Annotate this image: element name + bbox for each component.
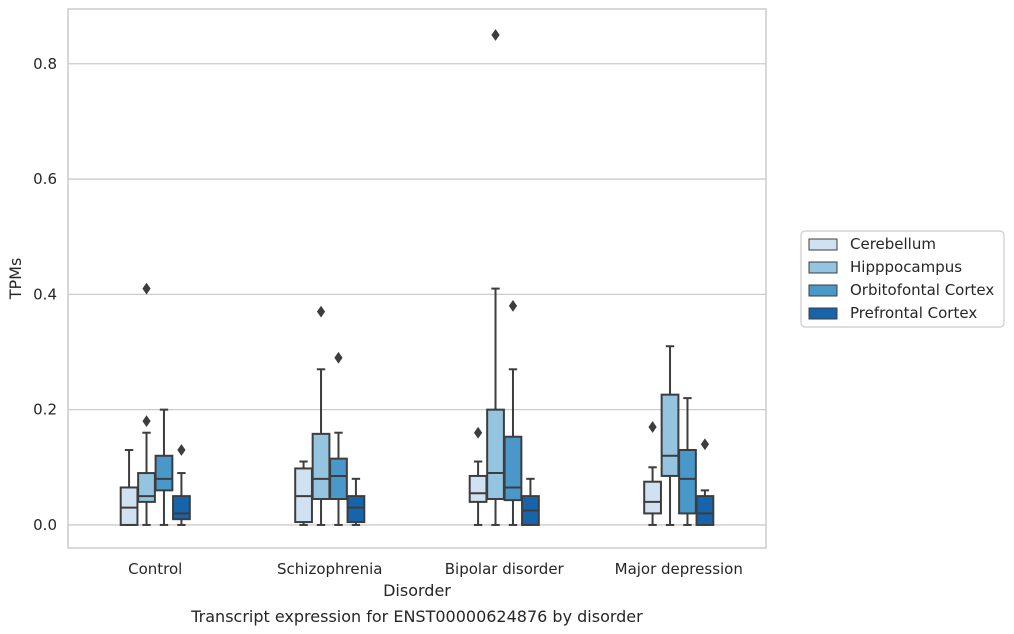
box-body (311, 432, 331, 500)
x-tick-label: Schizophrenia (277, 560, 382, 578)
outlier-point (700, 438, 710, 451)
box-prefrontal-cortex (172, 444, 191, 526)
legend: Cerebellum Hipppocampus Orbitofontal Corte… (800, 230, 1005, 328)
box-prefrontal-cortex (521, 477, 540, 526)
box-body (154, 454, 174, 492)
legend-swatch (808, 307, 838, 320)
box-body (329, 457, 348, 501)
y-tick-label: 0.4 (33, 285, 57, 303)
legend-swatch (808, 261, 838, 274)
x-tick-label: Bipolar disorder (445, 560, 565, 578)
x-axis-ticks: Control Schizophrenia Bipolar disorder Majo… (128, 560, 743, 578)
box-hipppocampus (311, 305, 331, 526)
legend-label: Cerebellum (850, 235, 936, 253)
y-axis-label: TPMs (6, 258, 25, 301)
box-body (172, 495, 191, 521)
box-body (486, 408, 505, 501)
y-axis-ticks: 0.0 0.2 0.4 0.6 0.8 (33, 55, 57, 534)
legend-swatch (808, 238, 838, 251)
box-prefrontal-cortex (346, 477, 366, 526)
legend-label: Orbitofontal Cortex (850, 281, 994, 299)
box-hipppocampus (137, 282, 156, 526)
y-tick-label: 0.0 (33, 516, 57, 534)
outlier-point (491, 29, 500, 41)
y-tick-label: 0.6 (33, 170, 57, 188)
legend-label: Prefrontal Cortex (850, 304, 977, 322)
chart-caption: Transcript expression for ENST0000062487… (190, 607, 643, 626)
box-body (643, 480, 662, 515)
legend-label: Hipppocampus (850, 258, 962, 276)
box-prefrontal-cortex (695, 438, 715, 526)
legend-frame (800, 230, 1005, 328)
outlier-point (648, 421, 657, 433)
box-orbitofontal-cortex (154, 408, 174, 526)
x-tick-label: Control (128, 560, 182, 578)
box-cerebellum (119, 449, 139, 526)
outlier-point (508, 300, 518, 312)
legend-swatch (808, 284, 838, 297)
outlier-point (142, 282, 151, 295)
box-orbitofontal-cortex (678, 397, 697, 526)
outlier-point (142, 415, 151, 428)
outlier-point (177, 444, 186, 456)
outlier-point (473, 426, 483, 439)
box-orbitofontal-cortex (329, 351, 348, 526)
box-body (137, 472, 156, 503)
x-axis-label: Disorder (383, 581, 451, 600)
y-tick-label: 0.8 (33, 55, 57, 73)
box-body (695, 495, 715, 526)
outlier-point (334, 351, 343, 364)
box-body (503, 435, 523, 502)
box-body (346, 495, 366, 524)
boxes-layer (119, 29, 715, 526)
box-hipppocampus (486, 29, 505, 526)
box-cerebellum (468, 426, 488, 526)
box-body (660, 393, 680, 477)
outlier-point (316, 305, 326, 318)
box-body (678, 449, 697, 515)
y-tick-label: 0.2 (33, 401, 57, 419)
box-orbitofontal-cortex (503, 300, 523, 526)
box-body (468, 474, 488, 503)
box-cerebellum (294, 460, 313, 526)
plot-area-frame (67, 8, 767, 549)
box-hipppocampus (660, 345, 680, 526)
box-cerebellum (643, 421, 662, 526)
box-body (119, 486, 139, 526)
x-tick-label: Major depression (615, 560, 743, 578)
